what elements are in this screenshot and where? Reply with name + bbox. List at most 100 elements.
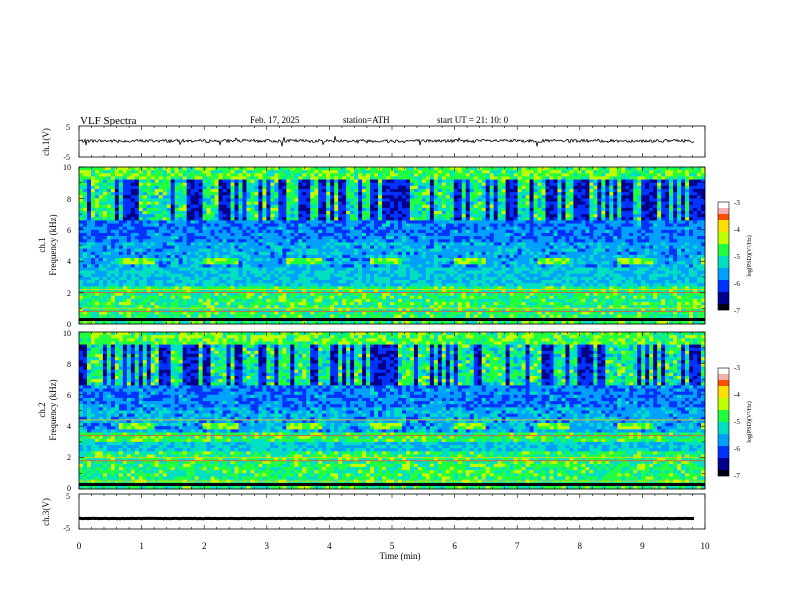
spectrogram-cell <box>298 255 302 258</box>
spectrogram-cell <box>139 299 143 302</box>
spectrogram-cell <box>354 192 358 195</box>
spectrogram-cell <box>203 236 207 239</box>
spectrogram-cell <box>127 246 131 249</box>
spectrogram-cell <box>115 173 119 176</box>
spectrogram-cell <box>155 258 159 261</box>
spectrogram-cell <box>235 249 239 252</box>
spectrogram-cell <box>410 242 414 245</box>
spectrogram-cell <box>155 311 159 314</box>
spectrogram-cell <box>250 208 254 211</box>
spectrogram-cell <box>235 195 239 198</box>
spectrogram-cell <box>235 246 239 249</box>
spectrogram-cell <box>362 233 366 236</box>
spectrogram-cell <box>454 189 458 192</box>
spectrogram-cell <box>167 299 171 302</box>
spectrogram-cell <box>227 293 231 296</box>
spectrogram-cell <box>394 236 398 239</box>
spectrogram-cell <box>127 267 131 270</box>
spectrogram-cell <box>107 202 111 205</box>
spectrogram-cell <box>211 261 215 264</box>
spectrogram-cell <box>147 280 151 283</box>
spectrogram-cell <box>127 280 131 283</box>
spectrogram-cell <box>258 189 262 192</box>
spectrogram-cell <box>151 258 155 261</box>
spectrogram-cell <box>462 214 466 217</box>
spectrogram-cell <box>370 255 374 258</box>
spectrogram-cell <box>167 211 171 214</box>
spectrogram-cell <box>306 271 310 274</box>
spectrogram-cell <box>123 173 127 176</box>
spectrogram-cell <box>250 202 254 205</box>
spectrogram-cell <box>346 255 350 258</box>
spectrogram-cell <box>131 205 135 208</box>
spectrogram-cell <box>462 293 466 296</box>
spectrogram-cell <box>250 211 254 214</box>
spectrogram-cell <box>246 183 250 186</box>
spectrogram-cell <box>266 242 270 245</box>
spectrogram-cell <box>434 249 438 252</box>
spectrogram-cell <box>342 186 346 189</box>
spectrogram-cell <box>322 249 326 252</box>
spectrogram-cell <box>207 220 211 223</box>
spectrogram-cell <box>79 236 83 239</box>
spectrogram-cell <box>410 205 414 208</box>
spectrogram-cell <box>135 283 139 286</box>
spectrogram-cell <box>147 195 151 198</box>
spectrogram-cell <box>310 224 314 227</box>
spectrogram-cell <box>410 227 414 230</box>
spectrogram-cell <box>298 180 302 183</box>
spectrogram-cell <box>211 233 215 236</box>
spectrogram-cell <box>374 205 378 208</box>
spectrogram-cell <box>151 230 155 233</box>
spectrogram-cell <box>167 283 171 286</box>
spectrogram-cell <box>250 236 254 239</box>
spectrogram-cell <box>454 217 458 220</box>
spectrogram-cell <box>139 264 143 267</box>
spectrogram-cell <box>231 274 235 277</box>
spectrogram-cell <box>306 277 310 280</box>
spectrogram-cell <box>250 274 254 277</box>
spectrogram-cell <box>442 202 446 205</box>
spectrogram-cell <box>95 186 99 189</box>
spectrogram-cell <box>358 217 362 220</box>
spectrogram-cell <box>171 214 175 217</box>
spectrogram-cell <box>402 311 406 314</box>
spectrogram-cell <box>242 236 246 239</box>
spectrogram-cell <box>282 205 286 208</box>
spectrogram-cell <box>386 277 390 280</box>
spectrogram-cell <box>246 261 250 264</box>
spectrogram-cell <box>227 195 231 198</box>
spectrogram-cell <box>227 255 231 258</box>
spectrogram-cell <box>278 311 282 314</box>
spectrogram-cell <box>290 293 294 296</box>
spectrogram-cell <box>238 217 242 220</box>
spectrogram-cell <box>354 227 358 230</box>
spectrogram-cell <box>242 180 246 183</box>
spectrogram-cell <box>282 264 286 267</box>
spectrogram-cell <box>438 167 442 170</box>
spectrogram-cell <box>139 170 143 173</box>
spectrogram-cell <box>211 176 215 179</box>
spectrogram-cell <box>434 261 438 264</box>
spectrogram-cell <box>350 249 354 252</box>
spectrogram-cell <box>278 299 282 302</box>
spectrogram-cell <box>123 255 127 258</box>
spectrogram-cell <box>362 271 366 274</box>
spectrogram-cell <box>410 186 414 189</box>
spectrogram-cell <box>366 211 370 214</box>
spectrogram-cell <box>438 220 442 223</box>
spectrogram-cell <box>262 261 266 264</box>
spectrogram-cell <box>163 217 167 220</box>
spectrogram-cell <box>207 267 211 270</box>
spectrogram-cell <box>242 311 246 314</box>
spectrogram-cell <box>159 192 163 195</box>
spectrogram-cell <box>91 267 95 270</box>
spectrogram-cell <box>418 302 422 305</box>
spectrogram-cell <box>127 283 131 286</box>
spectrogram-cell <box>282 208 286 211</box>
spectrogram-cell <box>326 280 330 283</box>
spectrogram-cell <box>183 239 187 242</box>
spectrogram-cell <box>179 264 183 267</box>
spectrogram-cell <box>310 192 314 195</box>
spectrogram-cell <box>470 249 474 252</box>
